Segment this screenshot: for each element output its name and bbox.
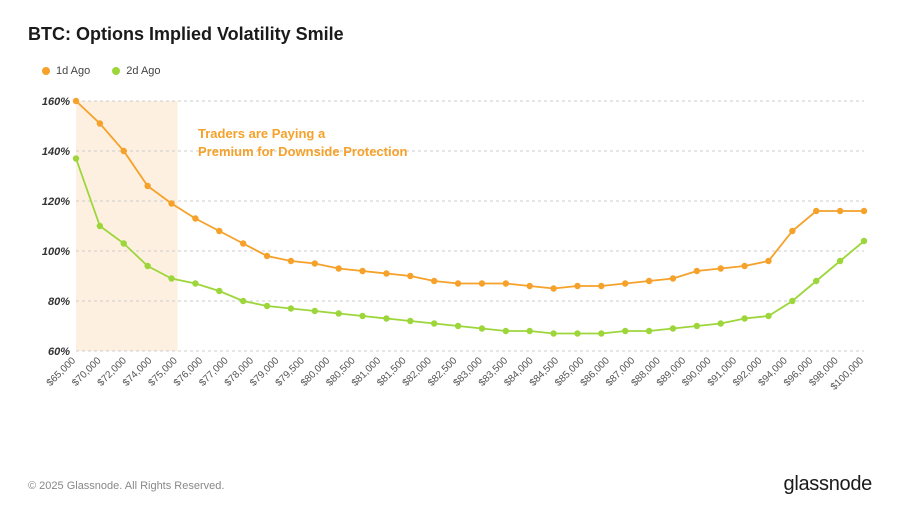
legend-label-1d: 1d Ago: [56, 65, 90, 77]
svg-text:160%: 160%: [42, 96, 70, 108]
svg-text:100%: 100%: [42, 246, 70, 258]
chart-svg: 60%80%100%120%140%160%$65,000$70,000$72,…: [28, 91, 872, 421]
svg-text:80%: 80%: [48, 296, 70, 308]
chart-area: Traders are Paying a Premium for Downsid…: [28, 91, 872, 421]
brand-logo: glassnode: [784, 473, 872, 496]
svg-text:140%: 140%: [42, 146, 70, 158]
svg-text:60%: 60%: [48, 346, 70, 358]
annotation-line1: Traders are Paying a: [198, 125, 407, 143]
legend-dot-2d: [112, 67, 120, 75]
legend-dot-1d: [42, 67, 50, 75]
legend-label-2d: 2d Ago: [126, 65, 160, 77]
annotation-text: Traders are Paying a Premium for Downsid…: [198, 125, 407, 160]
svg-text:120%: 120%: [42, 196, 70, 208]
legend-item-2d: 2d Ago: [112, 65, 160, 77]
annotation-line2: Premium for Downside Protection: [198, 143, 407, 161]
footer-copyright: © 2025 Glassnode. All Rights Reserved.: [28, 480, 224, 492]
legend: 1d Ago 2d Ago: [28, 65, 872, 77]
legend-item-1d: 1d Ago: [42, 65, 90, 77]
chart-container: BTC: Options Implied Volatility Smile 1d…: [0, 0, 900, 506]
chart-title: BTC: Options Implied Volatility Smile: [28, 24, 872, 45]
